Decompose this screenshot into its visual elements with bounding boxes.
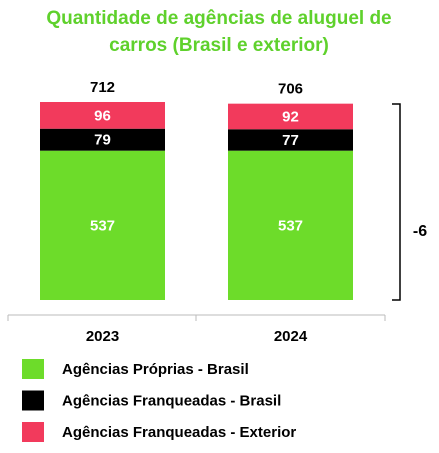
- annotation: -6: [413, 223, 427, 240]
- data-label: 96: [94, 107, 111, 124]
- legend-swatch: [22, 359, 44, 379]
- data-label: 537: [278, 217, 303, 234]
- data-label: 77: [282, 132, 299, 149]
- total-label: 712: [90, 79, 115, 96]
- bar-segment: [40, 150, 165, 300]
- legend-swatch: [22, 422, 44, 442]
- bar-segment: [228, 129, 353, 151]
- data-label: 537: [90, 217, 115, 234]
- total-label: 706: [278, 81, 303, 98]
- x-tick-label: 2023: [86, 328, 119, 345]
- x-tick-label: 2024: [274, 328, 308, 345]
- legend-swatch: [22, 390, 44, 411]
- chart-title: Quantidade de agências de aluguel de: [46, 8, 391, 29]
- bar-segment: [40, 102, 165, 129]
- legend-label: Agências Franqueadas - Exterior: [62, 424, 296, 441]
- bar-segment: [228, 103, 353, 130]
- bar-segment: [228, 150, 353, 300]
- bar-segment: [40, 128, 165, 151]
- legend-label: Agências Franqueadas - Brasil: [62, 392, 281, 409]
- bracket: [392, 103, 401, 301]
- legend-label: Agências Próprias - Brasil: [62, 361, 249, 378]
- chart-title: carros (Brasil e exterior): [109, 35, 329, 56]
- data-label: 92: [282, 108, 299, 125]
- data-label: 79: [94, 132, 111, 149]
